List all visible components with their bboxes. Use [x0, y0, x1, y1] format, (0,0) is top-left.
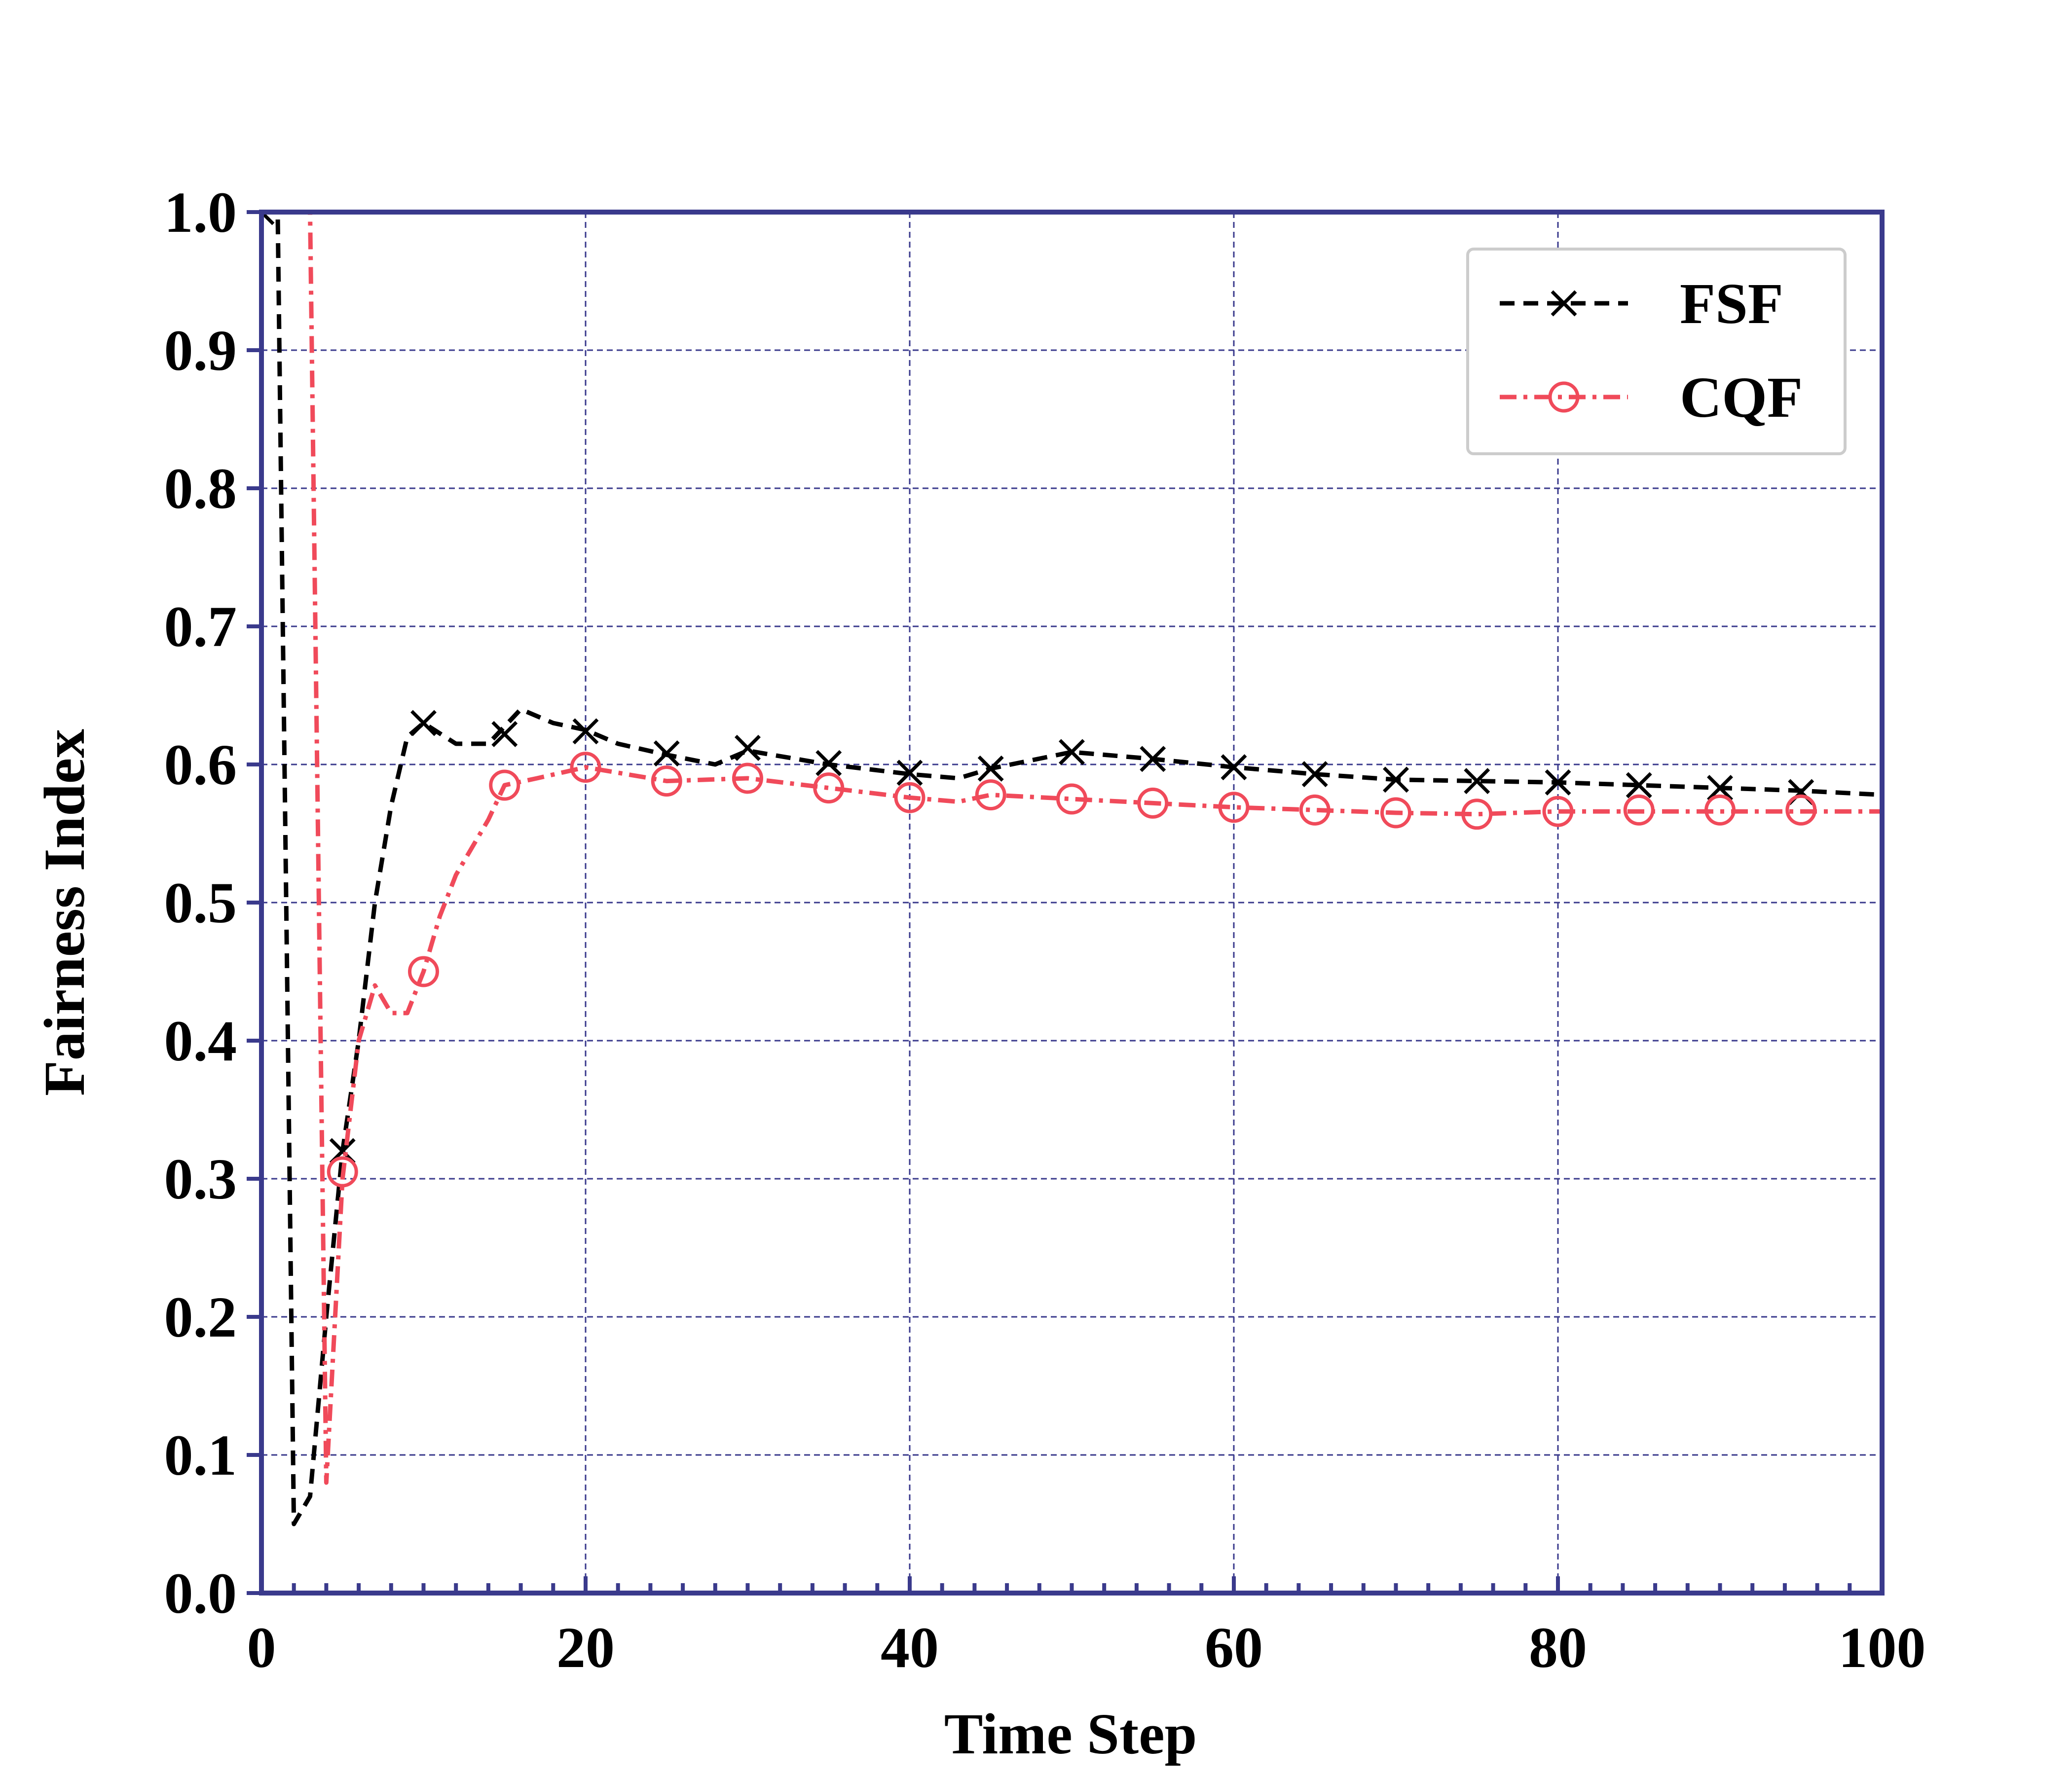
data-point-cqf — [408, 956, 439, 987]
y-tick-label: 0.3 — [164, 1147, 237, 1211]
y-tick-label: 0.0 — [164, 1561, 237, 1626]
data-point-fsf — [261, 212, 275, 225]
data-point-cqf — [1299, 794, 1331, 826]
y-tick-label: 0.7 — [164, 594, 237, 659]
legend-item-fsf: FSF — [1500, 271, 1783, 336]
data-point-cqf — [1542, 796, 1574, 827]
legend-item-cqf: CQF — [1500, 365, 1803, 430]
data-point-fsf — [1140, 746, 1166, 772]
data-point-fsf — [977, 755, 1004, 782]
data-point-fsf — [410, 710, 437, 736]
data-point-cqf — [1704, 794, 1736, 826]
data-point-cqf — [732, 762, 763, 794]
x-axis-label: Time Step — [944, 1702, 1197, 1766]
x-tick-label: 20 — [556, 1615, 615, 1680]
data-point-cqf — [1623, 794, 1655, 826]
data-point-fsf — [1059, 739, 1085, 765]
data-point-cqf — [327, 1156, 358, 1188]
y-tick-label: 1.0 — [164, 180, 237, 245]
data-point-fsf — [1221, 754, 1247, 781]
series-line-cqf — [261, 212, 1882, 1485]
data-point-cqf — [1380, 797, 1411, 829]
data-point-cqf — [1137, 787, 1169, 819]
data-point-cqf — [570, 752, 601, 783]
data-point-fsf — [1626, 772, 1652, 798]
data-point-cqf — [894, 782, 925, 813]
y-tick-label: 0.5 — [164, 871, 237, 935]
data-point-cqf — [489, 769, 520, 801]
legend-label-cqf: CQF — [1680, 365, 1803, 430]
data-point-cqf — [1461, 798, 1493, 830]
y-tick-label: 0.4 — [164, 1009, 237, 1073]
data-point-cqf — [1785, 794, 1817, 826]
data-point-cqf — [975, 779, 1006, 811]
legend-marker-cqf — [1548, 381, 1580, 413]
y-tick-label: 0.2 — [164, 1285, 237, 1349]
data-point-cqf — [651, 765, 682, 797]
series-lines — [261, 212, 1882, 1526]
x-tick-label: 80 — [1529, 1615, 1587, 1680]
x-tick-label: 100 — [1839, 1615, 1926, 1680]
y-tick-label: 0.8 — [164, 456, 237, 521]
data-point-fsf — [1545, 769, 1571, 796]
y-tick-label: 0.1 — [164, 1423, 237, 1488]
data-point-fsf — [896, 760, 923, 786]
axis-ticks: 0 20 40 60 80 100 0.0 0.1 0.2 0.3 0.4 0.5 0.6 0.7 0.8 0… — [164, 180, 1926, 1680]
data-point-fsf — [491, 721, 518, 747]
legend-label-fsf: FSF — [1680, 271, 1783, 336]
data-point-fsf — [572, 718, 599, 745]
data-point-cqf — [813, 772, 845, 804]
data-point-fsf — [1383, 766, 1409, 793]
data-point-fsf — [653, 740, 680, 767]
data-point-fsf — [1464, 768, 1490, 795]
data-point-cqf — [1056, 783, 1087, 815]
y-tick-label: 0.6 — [164, 732, 237, 797]
legend-marker-fsf — [1551, 290, 1577, 317]
x-tick-label: 0 — [247, 1615, 276, 1680]
data-point-fsf — [1301, 761, 1328, 788]
data-point-cqf — [1218, 792, 1250, 823]
data-point-fsf — [815, 750, 842, 776]
data-point-fsf — [735, 734, 761, 761]
x-tick-label: 40 — [881, 1615, 939, 1680]
data-point-fsf — [1707, 775, 1733, 801]
y-axis-label: Fairness Index — [32, 729, 97, 1096]
legend: FSF CQF — [1466, 248, 1847, 455]
y-tick-label: 0.9 — [164, 318, 237, 383]
x-tick-label: 60 — [1205, 1615, 1263, 1680]
